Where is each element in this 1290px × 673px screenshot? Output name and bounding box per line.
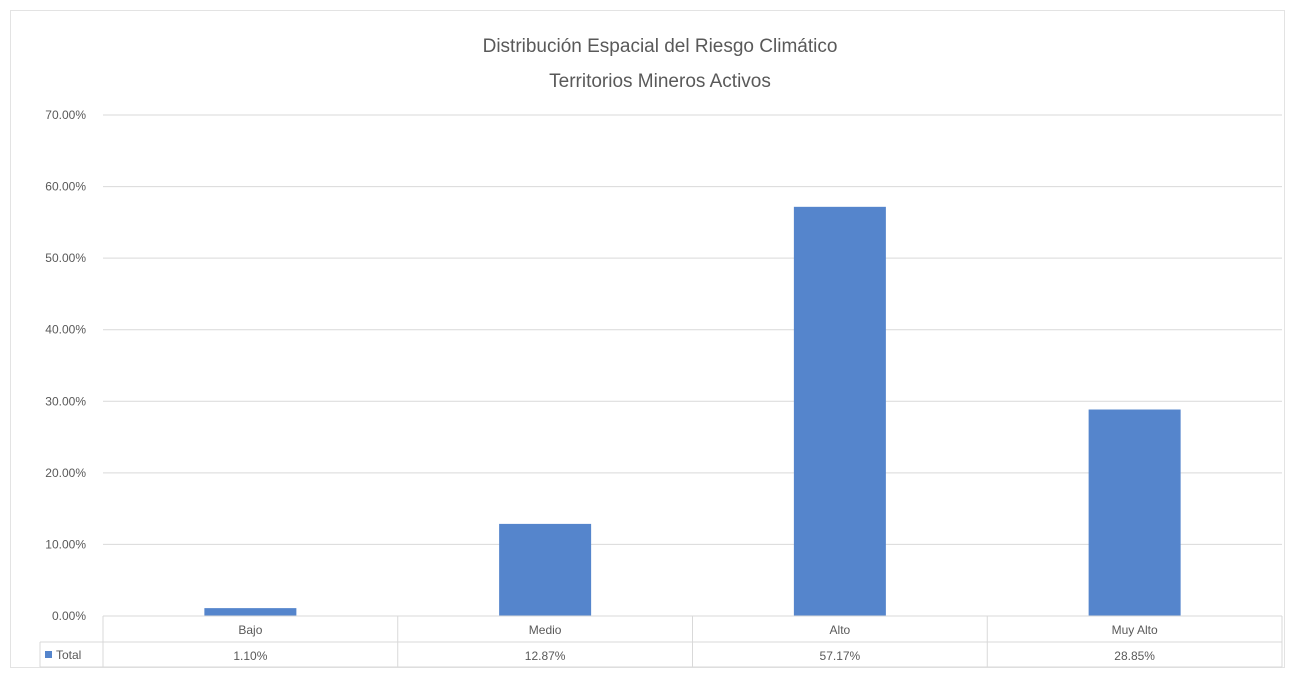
y-tick-label: 20.00%	[45, 466, 86, 480]
data-label: 57.17%	[820, 649, 861, 663]
legend-swatch	[45, 651, 52, 658]
y-tick-label: 0.00%	[52, 609, 86, 623]
bar	[204, 608, 297, 616]
bar	[499, 523, 592, 616]
y-tick-label: 10.00%	[45, 537, 86, 551]
category-label: Alto	[830, 623, 851, 637]
data-label: 28.85%	[1114, 649, 1155, 663]
bar	[793, 206, 886, 616]
y-tick-label: 60.00%	[45, 180, 86, 194]
y-tick-label: 50.00%	[45, 251, 86, 265]
data-label: 1.10%	[233, 649, 267, 663]
y-tick-label: 30.00%	[45, 394, 86, 408]
chart-title: Distribución Espacial del Riesgo Climáti…	[483, 36, 838, 57]
category-label: Medio	[529, 623, 562, 637]
bar	[1088, 409, 1181, 616]
category-label: Muy Alto	[1112, 623, 1158, 637]
y-tick-label: 40.00%	[45, 323, 86, 337]
chart-frame	[10, 10, 1285, 668]
y-tick-label: 70.00%	[45, 108, 86, 122]
data-table: Bajo 1.10% Medio 12.87% Alto 57.17% Muy Alto 28…	[39, 615, 1283, 668]
data-label: 12.87%	[525, 649, 566, 663]
y-axis-ticks: 0.00% 10.00% 20.00% 30.00% 40.00% 50.00% 60.00…	[45, 108, 86, 623]
legend-label: Total	[56, 648, 81, 662]
bars	[204, 206, 1181, 616]
category-label: Bajo	[238, 623, 262, 637]
chart-subtitle: Territorios Mineros Activos	[549, 71, 771, 92]
